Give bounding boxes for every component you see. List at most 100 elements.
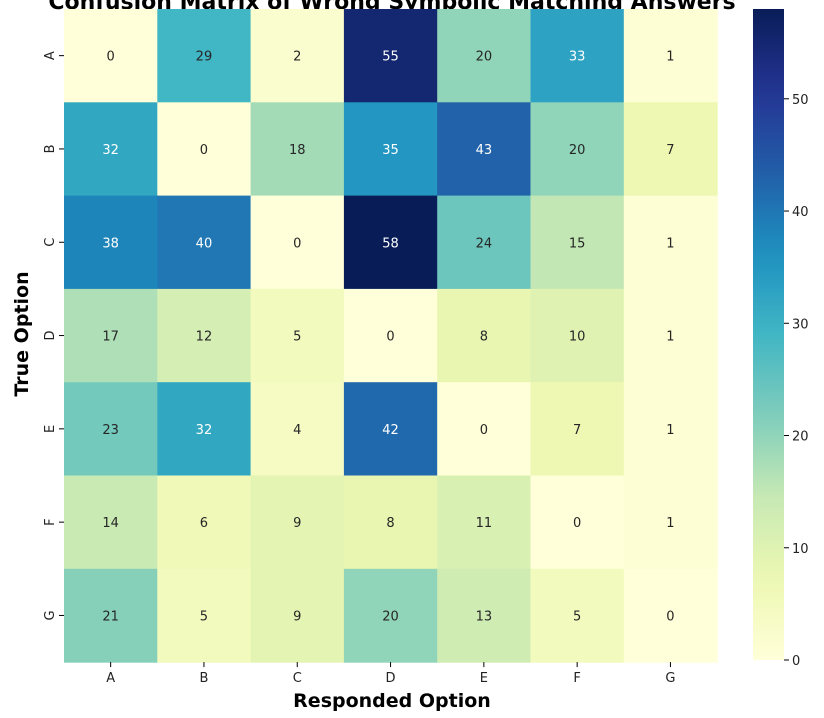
- heatmap-cell: [157, 102, 252, 197]
- heatmap-cell: [157, 568, 252, 663]
- x-tick-label: E: [480, 671, 488, 686]
- heatmap-cell: [530, 475, 625, 570]
- cell-value-label: 9: [293, 609, 301, 624]
- heatmap-cell: [343, 568, 438, 663]
- cell-value-label: 38: [102, 236, 119, 251]
- heatmap-cell: [250, 102, 345, 197]
- cell-value-label: 55: [382, 50, 399, 65]
- cell-value-label: 0: [386, 330, 394, 345]
- heatmap-cell: [64, 195, 158, 290]
- cell-value-label: 0: [666, 609, 674, 624]
- x-tick-label: C: [293, 671, 302, 686]
- cell-value-label: 20: [476, 50, 493, 65]
- colorbar-tick-label: 20: [792, 430, 809, 445]
- heatmap-cell: [437, 9, 532, 103]
- heatmap-cell: [250, 382, 345, 477]
- heatmap-cell: [157, 195, 252, 290]
- heatmap-cell: [623, 102, 718, 197]
- heatmap-cell: [623, 195, 718, 290]
- heatmap-cell: [250, 475, 345, 570]
- cell-value-label: 8: [386, 516, 394, 531]
- y-tick-label: D: [43, 331, 58, 341]
- x-tick-label: A: [106, 671, 115, 686]
- heatmap-cell: [623, 9, 718, 103]
- heatmap-cell: [530, 195, 625, 290]
- cell-value-label: 0: [107, 50, 115, 65]
- heatmap-cell: [157, 382, 252, 477]
- heatmap-cell: [343, 102, 438, 197]
- heatmap-cell: [530, 568, 625, 663]
- cell-value-label: 13: [476, 609, 493, 624]
- cell-value-label: 21: [102, 609, 119, 624]
- colorbar-tick-label: 30: [792, 317, 809, 332]
- heatmap-cell: [250, 288, 345, 383]
- heatmap-cell: [64, 288, 158, 383]
- y-tick-label: E: [43, 425, 58, 433]
- heatmap-cell: [250, 195, 345, 290]
- heatmap-cell: [530, 102, 625, 197]
- cell-value-label: 5: [200, 609, 208, 624]
- heatmap-cell: [343, 288, 438, 383]
- cell-value-label: 0: [480, 423, 488, 438]
- heatmap-cell: [530, 288, 625, 383]
- cell-value-label: 24: [476, 236, 493, 251]
- cell-value-label: 15: [569, 236, 586, 251]
- cell-value-label: 11: [476, 516, 493, 531]
- colorbar: 0 10 20 30 40 50: [753, 9, 809, 669]
- cell-value-label: 0: [573, 516, 581, 531]
- cell-value-label: 5: [293, 330, 301, 345]
- cell-value-label: 40: [196, 236, 213, 251]
- y-tick-label: B: [43, 144, 58, 153]
- x-tick-label: D: [386, 671, 396, 686]
- x-axis-ticks: A B C D E F G: [106, 662, 675, 686]
- heatmap-cell: [157, 475, 252, 570]
- colorbar-tick-label: 0: [792, 654, 800, 669]
- cell-value-label: 14: [102, 516, 119, 531]
- cell-value-label: 29: [196, 50, 213, 65]
- heatmap-cell: [437, 568, 532, 663]
- heatmap-cell: [343, 9, 438, 103]
- x-tick-label: G: [665, 671, 675, 686]
- colorbar-tick-label: 50: [792, 93, 809, 108]
- y-tick-label: F: [43, 518, 58, 525]
- heatmap-cell: [437, 288, 532, 383]
- cell-value-label: 4: [293, 423, 301, 438]
- cell-value-label: 1: [666, 50, 674, 65]
- cell-value-label: 20: [569, 143, 586, 158]
- cell-value-label: 58: [382, 236, 399, 251]
- cell-value-label: 1: [666, 423, 674, 438]
- cell-value-label: 23: [102, 423, 119, 438]
- heatmap-cell: [530, 9, 625, 103]
- heatmap-cell: [623, 288, 718, 383]
- y-tick-label: C: [43, 238, 58, 247]
- x-tick-label: F: [573, 671, 580, 686]
- heatmap-cell: [64, 568, 158, 663]
- cell-value-label: 5: [573, 609, 581, 624]
- heatmap-cell: [437, 475, 532, 570]
- heatmap-cell: [64, 102, 158, 197]
- cell-value-label: 1: [666, 330, 674, 345]
- cell-value-label: 1: [666, 516, 674, 531]
- cell-value-label: 43: [476, 143, 493, 158]
- cell-value-label: 32: [196, 423, 213, 438]
- cell-value-label: 12: [196, 330, 213, 345]
- cell-value-label: 2: [293, 50, 301, 65]
- cell-value-label: 8: [480, 330, 488, 345]
- heatmap-cell: [623, 475, 718, 570]
- cell-value-label: 6: [200, 516, 208, 531]
- y-tick-label: A: [43, 51, 58, 60]
- heatmap-cell: [343, 475, 438, 570]
- cell-value-label: 33: [569, 50, 586, 65]
- heatmap-cell: [530, 382, 625, 477]
- colorbar-tick-label: 40: [792, 205, 809, 220]
- x-tick-label: B: [199, 671, 208, 686]
- heatmap-cell: [437, 382, 532, 477]
- cell-value-label: 10: [569, 330, 586, 345]
- cell-value-label: 42: [382, 423, 399, 438]
- heatmap-cell: [64, 475, 158, 570]
- heatmap-cell: [64, 382, 158, 477]
- heatmap-cell: [437, 102, 532, 197]
- y-tick-label: G: [43, 610, 58, 620]
- cell-value-label: 1: [666, 236, 674, 251]
